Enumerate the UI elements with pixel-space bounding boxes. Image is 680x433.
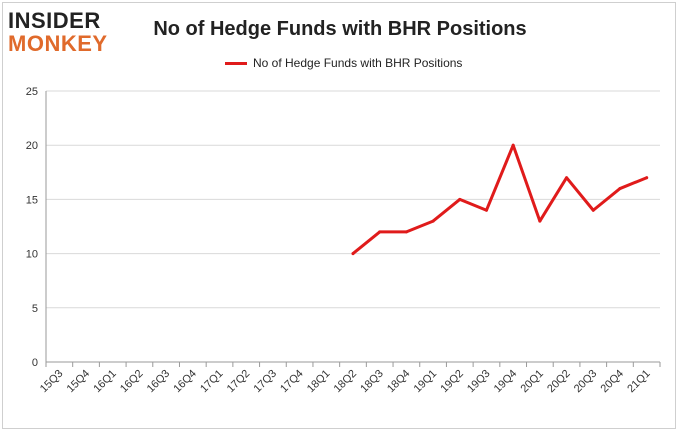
chart-title: No of Hedge Funds with BHR Positions xyxy=(153,18,527,40)
data-point xyxy=(351,252,355,256)
series-layer xyxy=(351,143,649,256)
x-axis xyxy=(45,91,661,367)
x-tick-label: 19Q2 xyxy=(438,368,466,396)
gridlines xyxy=(46,90,660,363)
chart-legend: No of Hedge Funds with BHR Positions xyxy=(225,56,462,70)
data-point xyxy=(645,176,649,180)
x-tick-label: 16Q1 xyxy=(91,368,119,396)
y-tick-label: 15 xyxy=(26,194,38,206)
logo-line-2: MONKEY xyxy=(8,31,108,56)
data-point xyxy=(378,230,382,234)
x-tick-label: 21Q1 xyxy=(625,368,653,396)
x-tick-label: 18Q4 xyxy=(385,368,413,396)
x-tick-label: 20Q1 xyxy=(518,368,546,396)
x-tick-label: 16Q4 xyxy=(171,368,199,396)
x-tick-label: 15Q4 xyxy=(65,368,93,396)
x-tick-label: 20Q4 xyxy=(599,368,627,396)
insider-monkey-logo: INSIDER MONKEY xyxy=(8,8,130,58)
chart-frame xyxy=(2,2,676,429)
logo-line-1: INSIDER xyxy=(8,8,101,33)
x-tick-label: 16Q3 xyxy=(145,368,173,396)
x-tick-label: 15Q3 xyxy=(38,368,66,396)
x-tick-label: 19Q1 xyxy=(412,368,440,396)
data-point xyxy=(484,208,488,212)
x-tick-label: 18Q3 xyxy=(358,368,386,396)
x-tick-label: 20Q2 xyxy=(545,368,573,396)
legend-label: No of Hedge Funds with BHR Positions xyxy=(253,56,463,70)
data-point xyxy=(618,187,622,191)
data-point xyxy=(431,219,435,223)
x-tick-label: 17Q4 xyxy=(278,368,306,396)
series-line xyxy=(351,143,649,256)
x-tick-label: 19Q4 xyxy=(492,368,520,396)
data-point xyxy=(591,208,595,212)
x-tick-label: 18Q1 xyxy=(305,368,333,396)
x-tick-label: 16Q2 xyxy=(118,368,146,396)
data-point xyxy=(511,143,515,147)
y-tick-label: 0 xyxy=(32,357,38,369)
data-point xyxy=(565,176,569,180)
data-point xyxy=(458,197,462,201)
x-tick-label: 19Q3 xyxy=(465,368,493,396)
x-tick-label: 17Q1 xyxy=(198,368,226,396)
data-point xyxy=(538,219,542,223)
y-tick-label: 5 xyxy=(32,303,38,315)
legend-swatch xyxy=(225,61,247,65)
y-axis-tick-labels: 0 5 10 15 20 25 xyxy=(26,86,38,369)
x-tick-label: 17Q3 xyxy=(252,368,280,396)
x-tick-label: 18Q2 xyxy=(332,368,360,396)
y-tick-label: 20 xyxy=(26,140,38,152)
x-axis-tick-labels: 15Q3 15Q4 16Q1 16Q2 16Q3 16Q4 17Q1 17Q2 17Q3 17Q4… xyxy=(38,368,653,396)
data-point xyxy=(404,230,408,234)
y-tick-label: 25 xyxy=(26,86,38,98)
x-tick-label: 17Q2 xyxy=(225,368,253,396)
x-tick-label: 20Q3 xyxy=(572,368,600,396)
y-tick-label: 10 xyxy=(26,249,38,261)
